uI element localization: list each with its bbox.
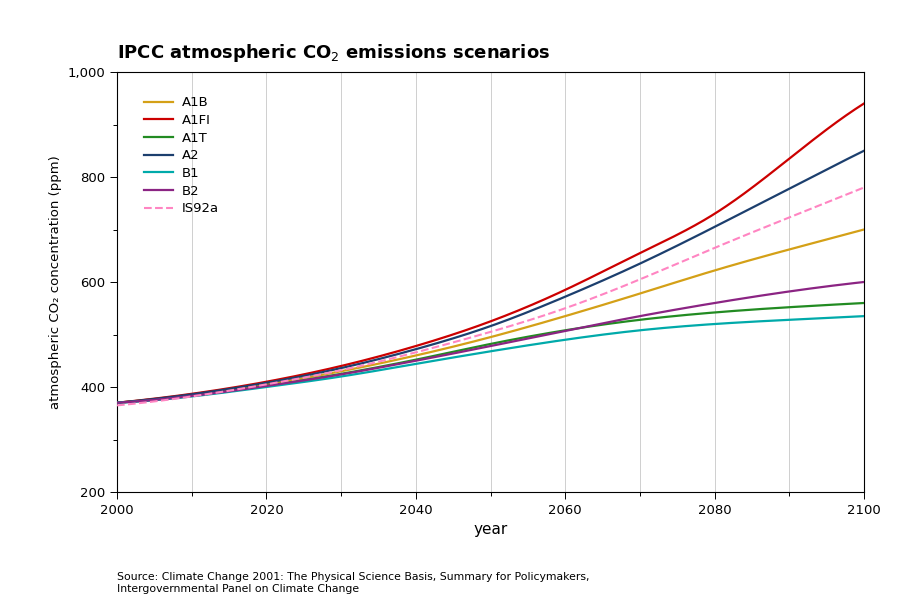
Text: Source: Climate Change 2001: The Physical Science Basis, Summary for Policymaker: Source: Climate Change 2001: The Physica… <box>117 572 590 594</box>
Legend: A1B, A1FI, A1T, A2, B1, B2, IS92a: A1B, A1FI, A1T, A2, B1, B2, IS92a <box>139 91 224 220</box>
Text: IPCC atmospheric CO$_2$ emissions scenarios: IPCC atmospheric CO$_2$ emissions scenar… <box>117 42 550 64</box>
X-axis label: year: year <box>473 523 508 538</box>
Y-axis label: atmospheric CO₂ concentration (ppm): atmospheric CO₂ concentration (ppm) <box>49 155 62 409</box>
